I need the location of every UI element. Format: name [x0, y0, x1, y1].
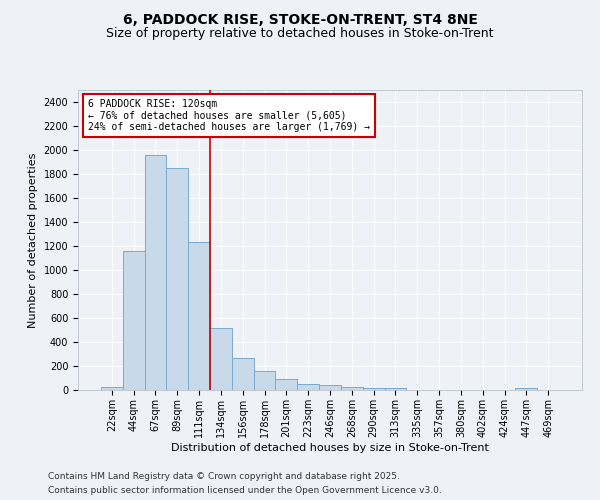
- Bar: [341, 388, 363, 390]
- Bar: [254, 372, 275, 390]
- Bar: [145, 155, 166, 390]
- Bar: [210, 328, 232, 390]
- Text: 6 PADDOCK RISE: 120sqm
← 76% of detached houses are smaller (5,605)
24% of semi-: 6 PADDOCK RISE: 120sqm ← 76% of detached…: [88, 99, 370, 132]
- Bar: [385, 388, 406, 390]
- Bar: [319, 385, 341, 390]
- Bar: [188, 242, 210, 390]
- Bar: [232, 358, 254, 390]
- Text: 6, PADDOCK RISE, STOKE-ON-TRENT, ST4 8NE: 6, PADDOCK RISE, STOKE-ON-TRENT, ST4 8NE: [122, 12, 478, 26]
- Bar: [275, 379, 297, 390]
- Bar: [297, 384, 319, 390]
- Bar: [101, 387, 123, 390]
- Bar: [363, 388, 385, 390]
- X-axis label: Distribution of detached houses by size in Stoke-on-Trent: Distribution of detached houses by size …: [171, 442, 489, 452]
- Bar: [515, 388, 537, 390]
- Text: Contains HM Land Registry data © Crown copyright and database right 2025.: Contains HM Land Registry data © Crown c…: [48, 472, 400, 481]
- Text: Size of property relative to detached houses in Stoke-on-Trent: Size of property relative to detached ho…: [106, 28, 494, 40]
- Bar: [166, 168, 188, 390]
- Text: Contains public sector information licensed under the Open Government Licence v3: Contains public sector information licen…: [48, 486, 442, 495]
- Bar: [123, 252, 145, 390]
- Y-axis label: Number of detached properties: Number of detached properties: [28, 152, 38, 328]
